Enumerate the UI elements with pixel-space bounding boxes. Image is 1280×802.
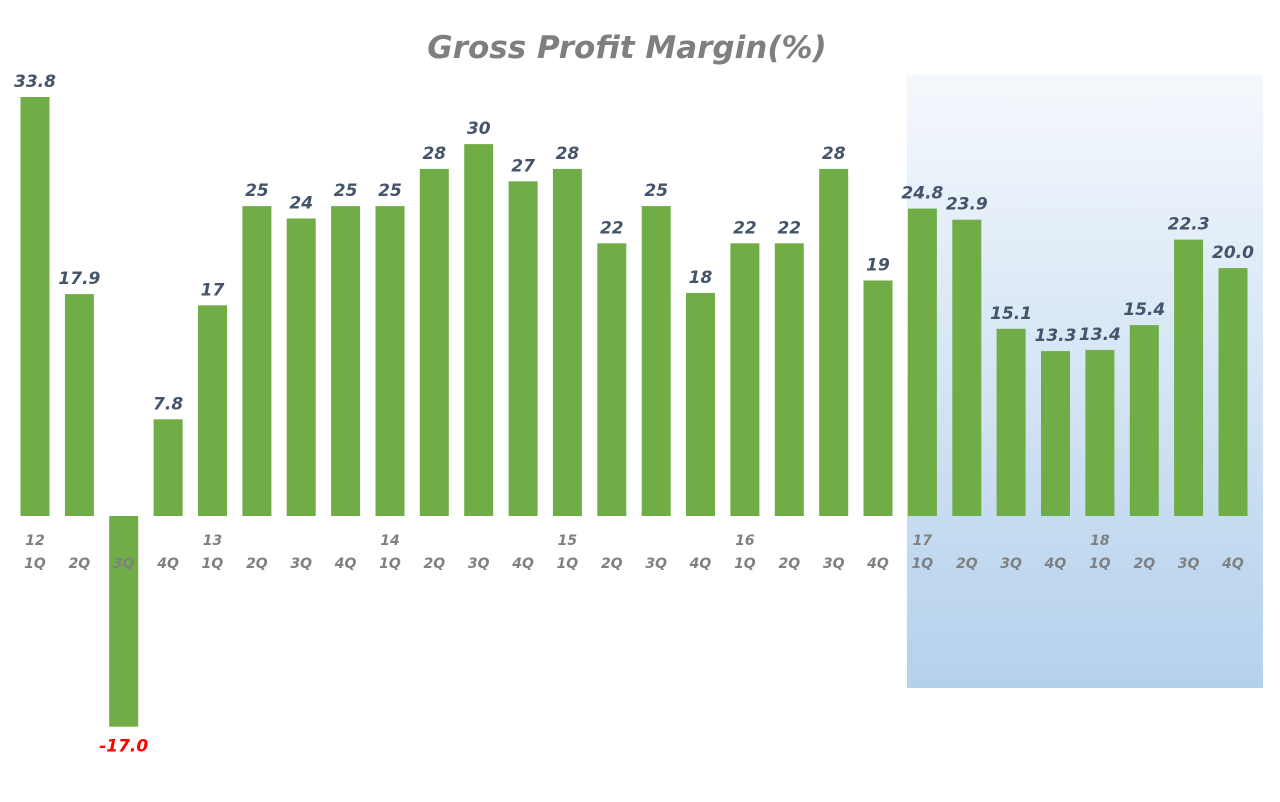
data-label-23: 13.3 — [1035, 326, 1077, 346]
data-label-27: 20.0 — [1212, 243, 1254, 263]
quarter-tick-8: 1Q — [379, 556, 401, 572]
bar-10 — [464, 144, 494, 516]
data-label-13: 22 — [600, 218, 624, 238]
bar-17 — [774, 243, 804, 517]
bar-3 — [153, 419, 183, 516]
bar-6 — [286, 218, 316, 516]
year-tick-8: 14 — [380, 533, 399, 549]
bar-23 — [1041, 351, 1070, 516]
year-tick-0: 12 — [25, 533, 44, 549]
quarter-tick-14: 3Q — [645, 556, 667, 572]
quarter-tick-17: 2Q — [778, 556, 800, 572]
data-label-17: 22 — [777, 218, 801, 238]
bar-12 — [552, 168, 582, 516]
quarter-tick-21: 2Q — [956, 556, 978, 572]
quarter-tick-25: 2Q — [1133, 556, 1155, 572]
data-label-10: 30 — [467, 119, 491, 139]
quarter-tick-15: 4Q — [689, 556, 712, 572]
data-label-1: 17.9 — [58, 269, 100, 289]
quarter-tick-16: 1Q — [734, 556, 756, 572]
chart-title: Gross Profit Margin(%) — [427, 30, 826, 66]
data-label-7: 25 — [334, 181, 358, 201]
bar-4 — [198, 305, 227, 516]
bar-26 — [1174, 239, 1204, 516]
bar-21 — [952, 219, 982, 516]
year-tick-12: 15 — [558, 533, 578, 549]
bar-24 — [1085, 349, 1115, 516]
quarter-tick-10: 3Q — [468, 556, 490, 572]
quarter-tick-6: 3Q — [290, 556, 312, 572]
data-label-0: 33.8 — [14, 72, 56, 92]
year-tick-4: 13 — [203, 533, 222, 549]
data-label-24: 13.4 — [1079, 325, 1121, 345]
data-label-2: -17.0 — [99, 737, 148, 757]
bar-14 — [641, 206, 671, 516]
quarter-tick-27: 4Q — [1221, 556, 1244, 572]
data-label-26: 22.3 — [1168, 215, 1210, 235]
quarter-tick-9: 2Q — [423, 556, 445, 572]
quarter-tick-2: 3Q — [113, 556, 135, 572]
quarter-tick-24: 1Q — [1089, 556, 1111, 572]
bar-2 — [109, 516, 139, 727]
quarter-tick-4: 1Q — [202, 556, 224, 572]
data-label-14: 25 — [644, 181, 668, 201]
data-label-22: 15.1 — [990, 304, 1032, 324]
quarter-tick-13: 2Q — [601, 556, 623, 572]
data-label-11: 27 — [511, 156, 535, 176]
data-label-15: 18 — [689, 268, 713, 288]
bar-0 — [20, 97, 50, 516]
bar-16 — [730, 243, 760, 517]
data-label-8: 25 — [378, 181, 402, 201]
data-label-5: 25 — [245, 181, 269, 201]
bar-9 — [419, 168, 449, 516]
data-label-3: 7.8 — [153, 394, 183, 414]
quarter-tick-1: 2Q — [69, 556, 91, 572]
bar-18 — [819, 168, 849, 516]
quarter-tick-23: 4Q — [1044, 556, 1067, 572]
quarter-tick-12: 1Q — [557, 556, 579, 572]
quarter-tick-19: 4Q — [866, 556, 889, 572]
quarter-tick-26: 3Q — [1178, 556, 1200, 572]
year-tick-20: 17 — [913, 533, 933, 549]
quarter-tick-22: 3Q — [1000, 556, 1022, 572]
quarter-tick-20: 1Q — [912, 556, 934, 572]
data-label-18: 28 — [822, 144, 846, 164]
data-label-6: 24 — [289, 194, 313, 214]
bar-13 — [597, 243, 627, 517]
data-label-12: 28 — [556, 144, 580, 164]
bar-8 — [375, 206, 405, 516]
bar-22 — [996, 328, 1026, 516]
bar-25 — [1129, 325, 1159, 516]
bar-7 — [331, 206, 361, 516]
data-label-19: 19 — [866, 256, 890, 276]
quarter-tick-11: 4Q — [511, 556, 534, 572]
bar-5 — [242, 206, 272, 516]
year-tick-24: 18 — [1090, 533, 1110, 549]
bar-11 — [508, 181, 538, 517]
bar-19 — [863, 280, 893, 516]
data-label-4: 17 — [201, 280, 225, 300]
quarter-tick-3: 4Q — [156, 556, 179, 572]
data-label-16: 22 — [733, 218, 757, 238]
bar-15 — [686, 292, 715, 516]
bar-27 — [1218, 268, 1248, 516]
bar-1 — [64, 294, 94, 516]
quarter-tick-0: 1Q — [24, 556, 46, 572]
year-tick-16: 16 — [735, 533, 755, 549]
data-label-21: 23.9 — [946, 195, 988, 215]
data-label-9: 28 — [422, 144, 446, 164]
data-label-20: 24.8 — [901, 184, 943, 204]
quarter-tick-18: 3Q — [823, 556, 845, 572]
quarter-tick-5: 2Q — [246, 556, 268, 572]
data-label-25: 15.4 — [1123, 300, 1165, 320]
bar-20 — [907, 208, 937, 516]
quarter-tick-7: 4Q — [334, 556, 357, 572]
